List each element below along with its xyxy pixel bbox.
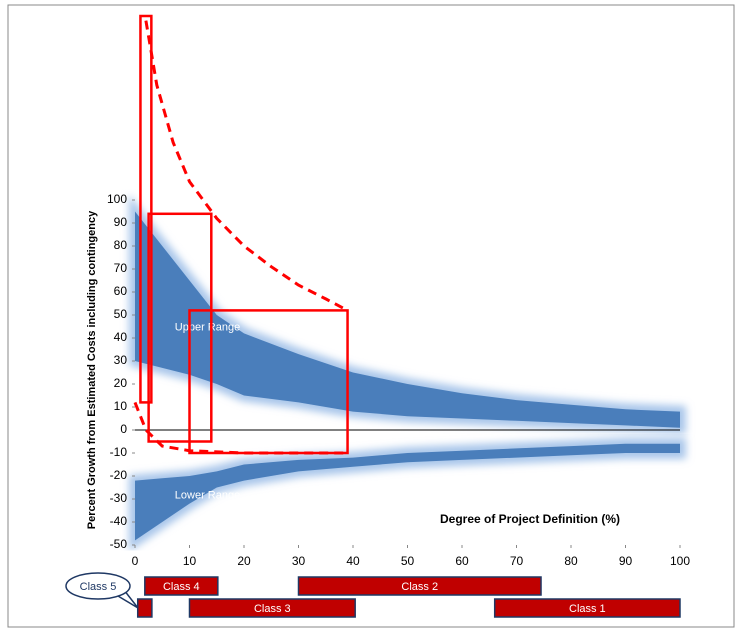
x-tick-label: 40: [346, 554, 360, 568]
class-bar: [136, 598, 153, 618]
y-axis-label: Percent Growth from Estimated Costs incl…: [86, 210, 98, 529]
class-label: Class 2: [401, 581, 438, 593]
y-tick-label: -20: [110, 468, 128, 482]
band-label: Upper Range: [175, 322, 240, 334]
x-tick-label: 20: [237, 554, 251, 568]
range-box: [139, 14, 153, 404]
class-label: Class 1: [569, 603, 606, 615]
y-tick-label: 80: [114, 238, 128, 252]
x-tick-label: 0: [132, 554, 139, 568]
x-tick-label: 70: [510, 554, 524, 568]
class-bar: [144, 576, 219, 596]
x-tick-label: 60: [455, 554, 469, 568]
x-axis-label: Degree of Project Definition (%): [440, 512, 620, 526]
y-tick-label: -50: [110, 537, 128, 551]
dashed-curve: [133, 401, 348, 455]
y-tick-label: 10: [114, 399, 128, 413]
callout: [65, 572, 131, 600]
y-tick-label: 100: [107, 192, 127, 206]
class-label: Class 4: [163, 581, 200, 593]
y-tick-label: 40: [114, 330, 128, 344]
x-tick-label: 50: [401, 554, 415, 568]
band: [135, 443, 680, 541]
band-label: Lower Range: [175, 490, 240, 502]
x-tick-label: 100: [670, 554, 690, 568]
x-tick-label: 80: [564, 554, 578, 568]
band: [135, 211, 680, 428]
frame: [7, 4, 735, 628]
x-tick-label: 30: [292, 554, 306, 568]
class-bar: [188, 598, 356, 618]
class-label: Class 3: [254, 603, 291, 615]
y-tick-label: -30: [110, 491, 128, 505]
y-tick-label: 20: [114, 376, 128, 390]
dashed-curve: [144, 20, 349, 312]
class-label: Class 5: [80, 581, 117, 593]
class-bar: [297, 576, 542, 596]
x-tick-label: 90: [619, 554, 633, 568]
y-tick-label: 0: [120, 422, 127, 436]
range-box: [147, 212, 213, 443]
y-tick-label: 50: [114, 307, 128, 321]
y-tick-label: 60: [114, 284, 128, 298]
range-box: [188, 309, 349, 455]
y-tick-label: -10: [110, 445, 128, 459]
class-bar: [493, 598, 681, 618]
y-tick-label: 90: [114, 215, 128, 229]
y-tick-label: -40: [110, 514, 128, 528]
y-tick-label: 70: [114, 261, 128, 275]
x-tick-label: 10: [183, 554, 197, 568]
y-tick-label: 30: [114, 353, 128, 367]
